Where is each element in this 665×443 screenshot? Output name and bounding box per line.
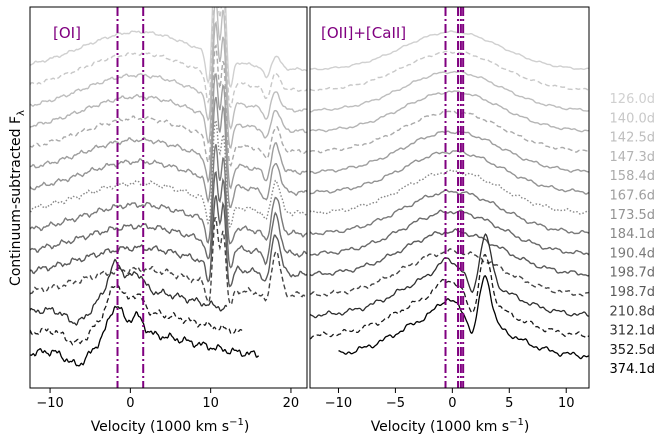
oii-caii-spectrum-line xyxy=(310,110,589,154)
left-panel-frame xyxy=(29,6,308,389)
right-panel-reference-lines xyxy=(444,7,465,388)
oii-caii-spectrum-line xyxy=(310,169,589,215)
y-axis-label: Continuum-subtracted Fλ xyxy=(8,110,27,286)
right-panel-spectra xyxy=(310,30,589,360)
oii-caii-spectrum-line xyxy=(310,150,589,195)
x-tick-label: 0 xyxy=(126,396,134,411)
epoch-legend: 126.0d 140.0d 142.5d 147.3d 158.4d 167.6d 173.… xyxy=(610,92,655,377)
left-panel-spectra xyxy=(30,7,307,367)
epoch-legend-label: 184.1d xyxy=(610,227,655,242)
oi-spectrum-line xyxy=(30,7,307,130)
oii-caii-spectrum-line xyxy=(310,228,589,277)
oii-caii-spectrum-line xyxy=(310,130,589,175)
right-panel-x-ticks: −10 −5 0 5 10 xyxy=(325,388,575,411)
epoch-legend-label: 198.7d xyxy=(610,285,655,300)
oi-spectrum-line xyxy=(30,43,307,167)
oi-spectrum-line xyxy=(30,195,307,288)
epoch-legend-label: 210.8d xyxy=(610,304,655,319)
x-tick-label: 0 xyxy=(448,396,456,411)
epoch-legend-label: 190.4d xyxy=(610,246,655,261)
right-panel-x-label: Velocity (1000 km s−1) xyxy=(371,417,530,435)
oi-spectrum-line xyxy=(30,258,228,326)
x-tick-label: 10 xyxy=(202,396,219,411)
oii-caii-spectrum-line xyxy=(310,233,589,319)
x-tick-label: 10 xyxy=(558,396,575,411)
oi-spectrum-line xyxy=(30,284,243,346)
left-panel-annotation: [OI] xyxy=(53,24,81,42)
epoch-legend-label: 158.4d xyxy=(610,169,655,184)
epoch-legend-label: 167.6d xyxy=(610,189,655,204)
oi-spectrum-line xyxy=(30,118,307,228)
oii-caii-spectrum-line xyxy=(310,90,589,133)
epoch-legend-label: 140.0d xyxy=(610,111,655,126)
oi-spectrum-line xyxy=(30,96,307,209)
oii-caii-spectrum-line xyxy=(310,70,589,113)
oii-caii-spectrum-line xyxy=(310,189,589,236)
x-tick-label: 5 xyxy=(505,396,513,411)
left-panel-x-label: Velocity (1000 km s−1) xyxy=(91,417,250,435)
oi-spectrum-line xyxy=(30,217,307,306)
x-tick-label: −5 xyxy=(386,396,405,411)
oii-caii-spectrum-line xyxy=(310,209,589,256)
oi-spectrum-line xyxy=(30,305,259,367)
oi-spectrum-line xyxy=(30,7,307,88)
x-tick-label: −10 xyxy=(36,396,63,411)
oii-caii-spectrum-line xyxy=(310,30,589,71)
left-panel-reference-lines xyxy=(116,7,145,388)
oi-spectrum-line xyxy=(30,73,307,190)
right-panel-frame xyxy=(309,6,590,389)
oi-spectrum-line xyxy=(30,7,307,109)
epoch-legend-label: 198.7d xyxy=(610,266,655,281)
epoch-legend-label: 126.0d xyxy=(610,92,655,107)
oi-spectrum-line xyxy=(30,144,307,245)
x-tick-label: 20 xyxy=(283,396,300,411)
epoch-legend-label: 142.5d xyxy=(610,131,655,146)
x-tick-label: −10 xyxy=(325,396,352,411)
right-panel-annotation: [OII]+[CaII] xyxy=(321,24,406,42)
oii-caii-spectrum-line xyxy=(310,254,589,340)
epoch-legend-label: 312.1d xyxy=(610,324,655,339)
epoch-legend-label: 352.5d xyxy=(610,343,655,358)
epoch-legend-label: 173.5d xyxy=(610,208,655,223)
oii-caii-spectrum-line xyxy=(310,50,589,92)
epoch-legend-label: 374.1d xyxy=(610,362,655,377)
oii-caii-spectrum-line xyxy=(310,248,589,297)
left-panel-x-ticks: −10 0 10 20 xyxy=(36,388,299,411)
epoch-legend-label: 147.3d xyxy=(610,150,655,165)
oi-spectrum-line xyxy=(30,171,307,269)
oi-spectrum-line xyxy=(30,20,307,149)
